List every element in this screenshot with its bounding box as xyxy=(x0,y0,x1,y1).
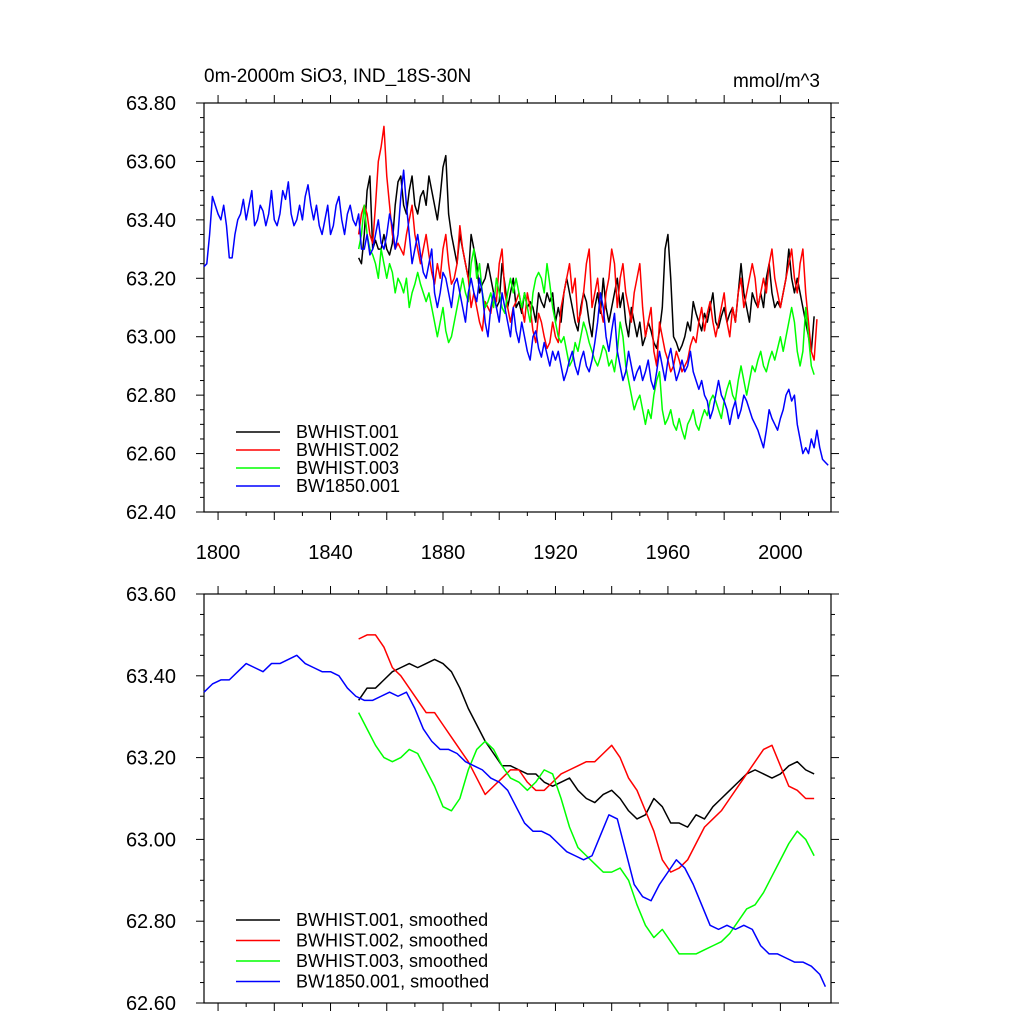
bottom-legend-label: BWHIST.003, smoothed xyxy=(296,951,488,971)
top-y-tick-label: 63.00 xyxy=(126,327,176,349)
bottom-legend-label: BWHIST.001, smoothed xyxy=(296,910,488,930)
top-panel: 0m-2000m SiO3, IND_18S-30N mmol/m^3 63.8… xyxy=(126,66,839,564)
top-x-tick-label: 1800 xyxy=(196,542,241,564)
top-series-line-3 xyxy=(357,204,815,440)
top-panel-units: mmol/m^3 xyxy=(733,71,820,92)
top-y-tick-label: 63.40 xyxy=(126,210,176,232)
top-legend-label: BW1850.001 xyxy=(296,476,400,496)
bottom-series-line-4 xyxy=(203,654,827,987)
top-series-line-1 xyxy=(357,154,815,353)
top-legend-label: BWHIST.001 xyxy=(296,422,399,442)
top-y-tick-label: 62.60 xyxy=(126,444,176,466)
bottom-y-tick-label: 63.20 xyxy=(126,748,176,770)
top-y-tick-label: 62.80 xyxy=(126,385,176,407)
bottom-y-tick-label: 63.60 xyxy=(126,584,176,606)
bottom-series-line-3 xyxy=(357,712,815,955)
bottom-legend-label: BW1850.001, smoothed xyxy=(296,972,489,992)
top-y-tick-label: 63.80 xyxy=(126,93,176,115)
bottom-y-tick-label: 62.80 xyxy=(126,911,176,933)
bottom-series-line-2 xyxy=(358,634,815,873)
top-x-tick-label: 1840 xyxy=(308,542,353,564)
bottom-series-line-1 xyxy=(358,658,815,828)
top-series-line-4 xyxy=(203,169,829,466)
top-x-tick-label: 1880 xyxy=(421,542,466,564)
top-panel-title: 0m-2000m SiO3, IND_18S-30N xyxy=(204,66,471,87)
bottom-legend-label: BWHIST.002, smoothed xyxy=(296,931,488,951)
bottom-panel: 63.60 63.40 63.20 63.00 62.80 62.60 BWHIST.001… xyxy=(126,584,839,1015)
bottom-y-tick-label: 63.40 xyxy=(126,666,176,688)
top-legend-label: BWHIST.002 xyxy=(296,440,399,460)
top-x-tick-label: 1920 xyxy=(533,542,578,564)
top-series-line-2 xyxy=(357,125,818,373)
top-x-tick-label: 1960 xyxy=(646,542,691,564)
top-x-tick-label: 2000 xyxy=(758,542,803,564)
top-y-tick-label: 62.40 xyxy=(126,502,176,524)
top-y-tick-label: 63.60 xyxy=(126,151,176,173)
top-y-tick-label: 63.20 xyxy=(126,268,176,290)
top-legend-label: BWHIST.003 xyxy=(296,458,399,478)
bottom-y-tick-label: 63.00 xyxy=(126,829,176,851)
bottom-y-tick-label: 62.60 xyxy=(126,993,176,1015)
